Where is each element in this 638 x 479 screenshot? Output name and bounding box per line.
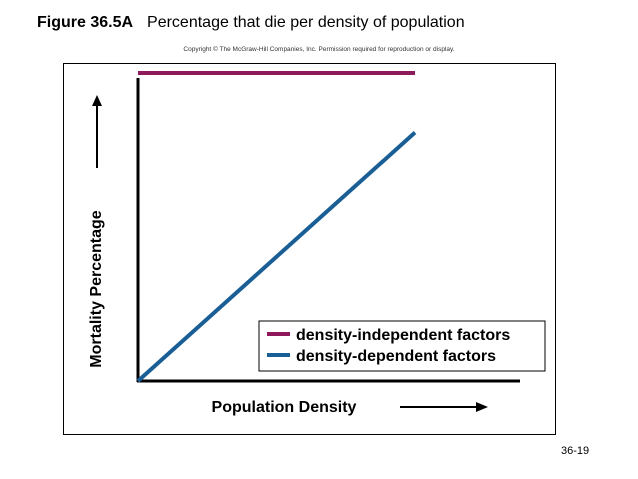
series-layer xyxy=(136,71,417,383)
y-axis-arrow-head xyxy=(92,95,102,106)
figure-caption: Percentage that die per density of popul… xyxy=(147,14,465,31)
series-line-2 xyxy=(136,131,417,383)
figure-title: Figure 36.5A Percentage that die per dens… xyxy=(37,14,465,32)
chart-frame xyxy=(63,63,556,435)
legend-items: density-independent factors density-depen… xyxy=(267,327,510,365)
copyright-notice: Copyright © The McGraw-Hill Companies, I… xyxy=(183,46,455,53)
legend-label-1: density-independent factors xyxy=(296,327,510,344)
legend-label-2: density-dependent factors xyxy=(296,348,496,365)
x-axis-arrow-head xyxy=(476,402,488,412)
legend-box xyxy=(258,320,546,372)
y-axis-label: Mortality Percentage xyxy=(88,210,105,367)
figure-number: Figure 36.5A xyxy=(37,14,134,31)
x-axis-label: Population Density xyxy=(212,399,357,416)
slide-number: 36-19 xyxy=(561,445,590,457)
